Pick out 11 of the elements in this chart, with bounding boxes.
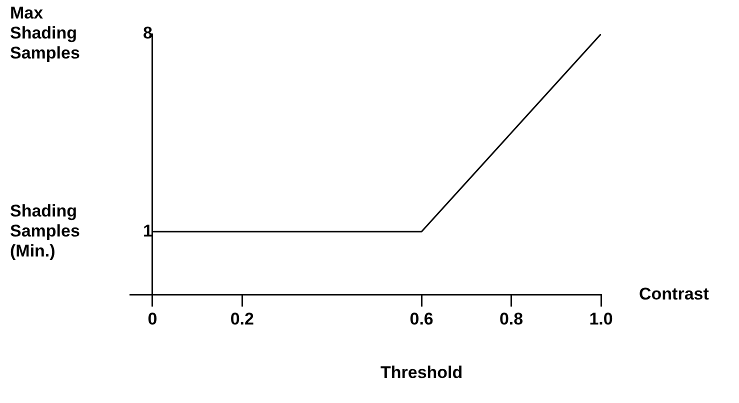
x-axis-title: Contrast — [639, 284, 710, 304]
text: Max Shading Samples — [10, 4, 80, 63]
y-tick-label: 8 — [142, 24, 152, 43]
x-tick-label: 0.2 — [230, 309, 254, 328]
x-tick-label: 1.0 — [589, 309, 613, 328]
x-tick-label: 0.8 — [499, 309, 524, 328]
y-tick-label: 1 — [142, 221, 152, 240]
x-tick-label: 0 — [148, 309, 158, 328]
text: Threshold — [380, 363, 463, 382]
text: Shading Samples (Min.) — [10, 201, 80, 260]
x-tick-label: 0.6 — [410, 309, 434, 328]
